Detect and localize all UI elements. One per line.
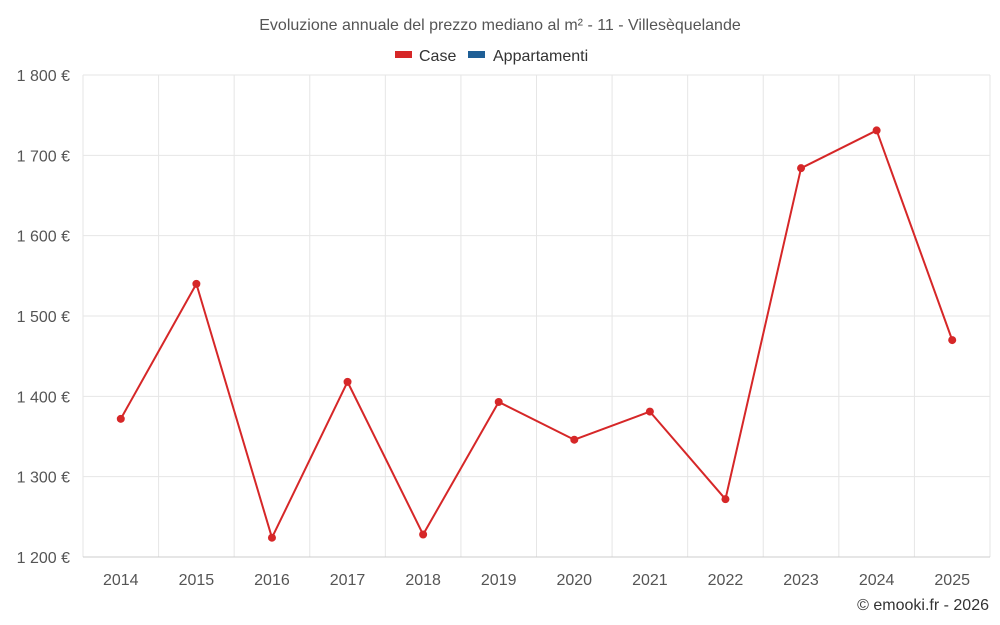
y-tick-label: 1 200 €: [17, 550, 70, 567]
data-point-2018[interactable]: [419, 530, 428, 539]
y-tick-label: 1 500 €: [17, 309, 70, 326]
data-point-2014[interactable]: [116, 414, 125, 423]
y-tick-label: 1 800 €: [17, 68, 70, 85]
legend-label-appartamenti: Appartamenti: [493, 48, 588, 65]
y-tick-label: 1 400 €: [17, 389, 70, 406]
data-point-2019[interactable]: [494, 397, 503, 406]
data-point-2023[interactable]: [797, 164, 806, 173]
legend: Case Appartamenti: [395, 48, 588, 65]
x-axis-tick-labels: 2014 2015 2016 2017 2018 2019 2020 2021 2022 2023…: [103, 572, 970, 589]
x-tick-label: 2019: [481, 572, 517, 589]
x-tick-label: 2018: [405, 572, 441, 589]
legend-label-case: Case: [419, 48, 456, 65]
data-point-2025[interactable]: [948, 336, 957, 345]
x-tick-label: 2020: [556, 572, 592, 589]
series-case: [116, 126, 957, 542]
x-tick-label: 2024: [859, 572, 895, 589]
legend-swatch-appartamenti: [468, 51, 485, 58]
y-tick-label: 1 700 €: [17, 148, 70, 165]
y-tick-label: 1 600 €: [17, 229, 70, 246]
data-point-2022[interactable]: [721, 495, 730, 504]
legend-item-appartamenti[interactable]: Appartamenti: [468, 48, 588, 65]
data-point-2024[interactable]: [872, 126, 881, 135]
x-tick-label: 2015: [179, 572, 215, 589]
x-tick-label: 2023: [783, 572, 819, 589]
data-point-2021[interactable]: [645, 407, 654, 416]
legend-swatch-case: [395, 51, 412, 58]
data-point-2015[interactable]: [192, 279, 201, 288]
x-tick-label: 2016: [254, 572, 290, 589]
y-tick-label: 1 300 €: [17, 470, 70, 487]
credit-text: © emooki.fr - 2026: [857, 597, 989, 614]
chart-title: Evoluzione annuale del prezzo mediano al…: [259, 17, 741, 34]
x-tick-label: 2022: [708, 572, 744, 589]
x-tick-label: 2021: [632, 572, 668, 589]
series-line-case: [119, 129, 954, 539]
y-axis-tick-labels: 1 200 € 1 300 € 1 400 € 1 500 € 1 600 € 1 700…: [17, 68, 70, 567]
legend-item-case[interactable]: Case: [395, 48, 456, 65]
data-point-2016[interactable]: [267, 533, 276, 542]
data-point-2017[interactable]: [343, 377, 352, 386]
x-tick-label: 2025: [934, 572, 970, 589]
x-gridlines: [82, 75, 991, 557]
x-tick-label: 2014: [103, 572, 139, 589]
x-tick-label: 2017: [330, 572, 366, 589]
data-point-2020[interactable]: [570, 435, 579, 444]
